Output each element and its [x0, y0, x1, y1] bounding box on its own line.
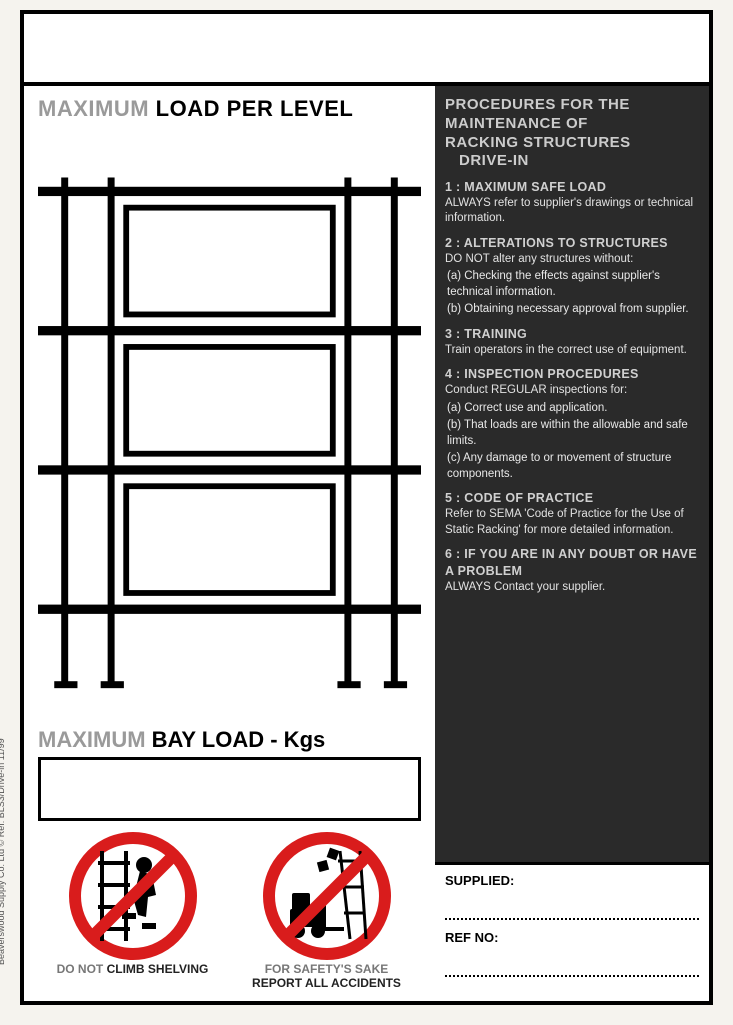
content-row: MAXIMUM LOAD PER LEVEL — [24, 86, 709, 997]
proc-head-6: 6 : IF YOU ARE IN ANY DOUBT OR HAVE A PR… — [445, 546, 699, 580]
bay-grey: MAXIMUM — [38, 727, 146, 752]
supplier-area: SUPPLIED: REF NO: — [435, 862, 709, 997]
proc-sub-4b: (b) That loads are within the allowable … — [445, 418, 699, 449]
left-column: MAXIMUM LOAD PER LEVEL — [24, 86, 435, 997]
bay-load-title: MAXIMUM BAY LOAD - Kgs — [38, 727, 421, 753]
proc-body-2: DO NOT alter any structures without: — [445, 252, 699, 268]
proc-body-3: Train operators in the correct use of eq… — [445, 343, 699, 359]
load-per-level-title: MAXIMUM LOAD PER LEVEL — [38, 96, 421, 122]
proc-title-l2: MAINTENANCE OF — [445, 115, 588, 132]
supplied-label: SUPPLIED: — [445, 873, 699, 888]
proc-title-l1: PROCEDURES FOR THE — [445, 96, 630, 113]
report-accidents-icon — [262, 831, 392, 961]
proc-section-5: 5 : CODE OF PRACTICE Refer to SEMA 'Code… — [445, 490, 699, 538]
procedures-panel: PROCEDURES FOR THE MAINTENANCE OF RACKIN… — [435, 86, 709, 862]
supplied-line — [445, 918, 699, 920]
proc-sub-2a: (a) Checking the effects against supplie… — [445, 269, 699, 300]
report-label: FOR SAFETY'S SAKE REPORT ALL ACCIDENTS — [242, 963, 412, 991]
bay-load-box — [38, 757, 421, 821]
no-climb-dark: CLIMB SHELVING — [103, 962, 208, 976]
rack-diagram — [38, 128, 421, 721]
proc-head-1: 1 : MAXIMUM SAFE LOAD — [445, 179, 699, 196]
refno-line — [445, 975, 699, 977]
procedures-title: PROCEDURES FOR THE MAINTENANCE OF RACKIN… — [445, 96, 699, 171]
no-climb-item: DO NOT CLIMB SHELVING — [48, 831, 218, 977]
load-level-dark: LOAD PER LEVEL — [149, 96, 353, 121]
proc-head-5: 5 : CODE OF PRACTICE — [445, 490, 699, 507]
proc-section-2: 2 : ALTERATIONS TO STRUCTURES DO NOT alt… — [445, 235, 699, 318]
no-climb-icon — [68, 831, 198, 961]
report-accidents-item: FOR SAFETY'S SAKE REPORT ALL ACCIDENTS — [242, 831, 412, 991]
proc-title-l3: RACKING STRUCTURES — [445, 134, 631, 151]
refno-label: REF NO: — [445, 930, 699, 945]
proc-body-4: Conduct REGULAR inspections for: — [445, 383, 699, 399]
proc-head-3: 3 : TRAINING — [445, 326, 699, 343]
proc-title-l4: DRIVE-IN — [445, 152, 699, 171]
proc-body-6: ALWAYS Contact your supplier. — [445, 580, 699, 596]
safety-icons-row: DO NOT CLIMB SHELVING — [38, 831, 421, 991]
bay-dark: BAY LOAD - Kgs — [146, 727, 326, 752]
header-blank-box — [24, 14, 709, 86]
no-climb-grey: DO NOT — [57, 962, 104, 976]
proc-section-1: 1 : MAXIMUM SAFE LOAD ALWAYS refer to su… — [445, 179, 699, 227]
proc-head-2: 2 : ALTERATIONS TO STRUCTURES — [445, 235, 699, 252]
proc-sub-4a: (a) Correct use and application. — [445, 401, 699, 417]
proc-section-6: 6 : IF YOU ARE IN ANY DOUBT OR HAVE A PR… — [445, 546, 699, 595]
rack-svg — [38, 128, 421, 721]
report-dark: REPORT ALL ACCIDENTS — [252, 976, 401, 990]
proc-section-4: 4 : INSPECTION PROCEDURES Conduct REGULA… — [445, 366, 699, 482]
proc-sub-4c: (c) Any damage to or movement of structu… — [445, 451, 699, 482]
right-column: PROCEDURES FOR THE MAINTENANCE OF RACKIN… — [435, 86, 709, 997]
sign-frame: MAXIMUM LOAD PER LEVEL — [20, 10, 713, 1005]
no-climb-label: DO NOT CLIMB SHELVING — [48, 963, 218, 977]
proc-sub-2b: (b) Obtaining necessary approval from su… — [445, 302, 699, 318]
proc-section-3: 3 : TRAINING Train operators in the corr… — [445, 326, 699, 358]
side-reference-text: Beaverswood Supply Co. Ltd © Ref: BLS3/D… — [0, 738, 6, 965]
load-level-grey: MAXIMUM — [38, 96, 149, 121]
report-grey: FOR SAFETY'S SAKE — [265, 962, 389, 976]
proc-head-4: 4 : INSPECTION PROCEDURES — [445, 366, 699, 383]
proc-body-1: ALWAYS refer to supplier's drawings or t… — [445, 196, 699, 227]
proc-body-5: Refer to SEMA 'Code of Practice for the … — [445, 507, 699, 538]
